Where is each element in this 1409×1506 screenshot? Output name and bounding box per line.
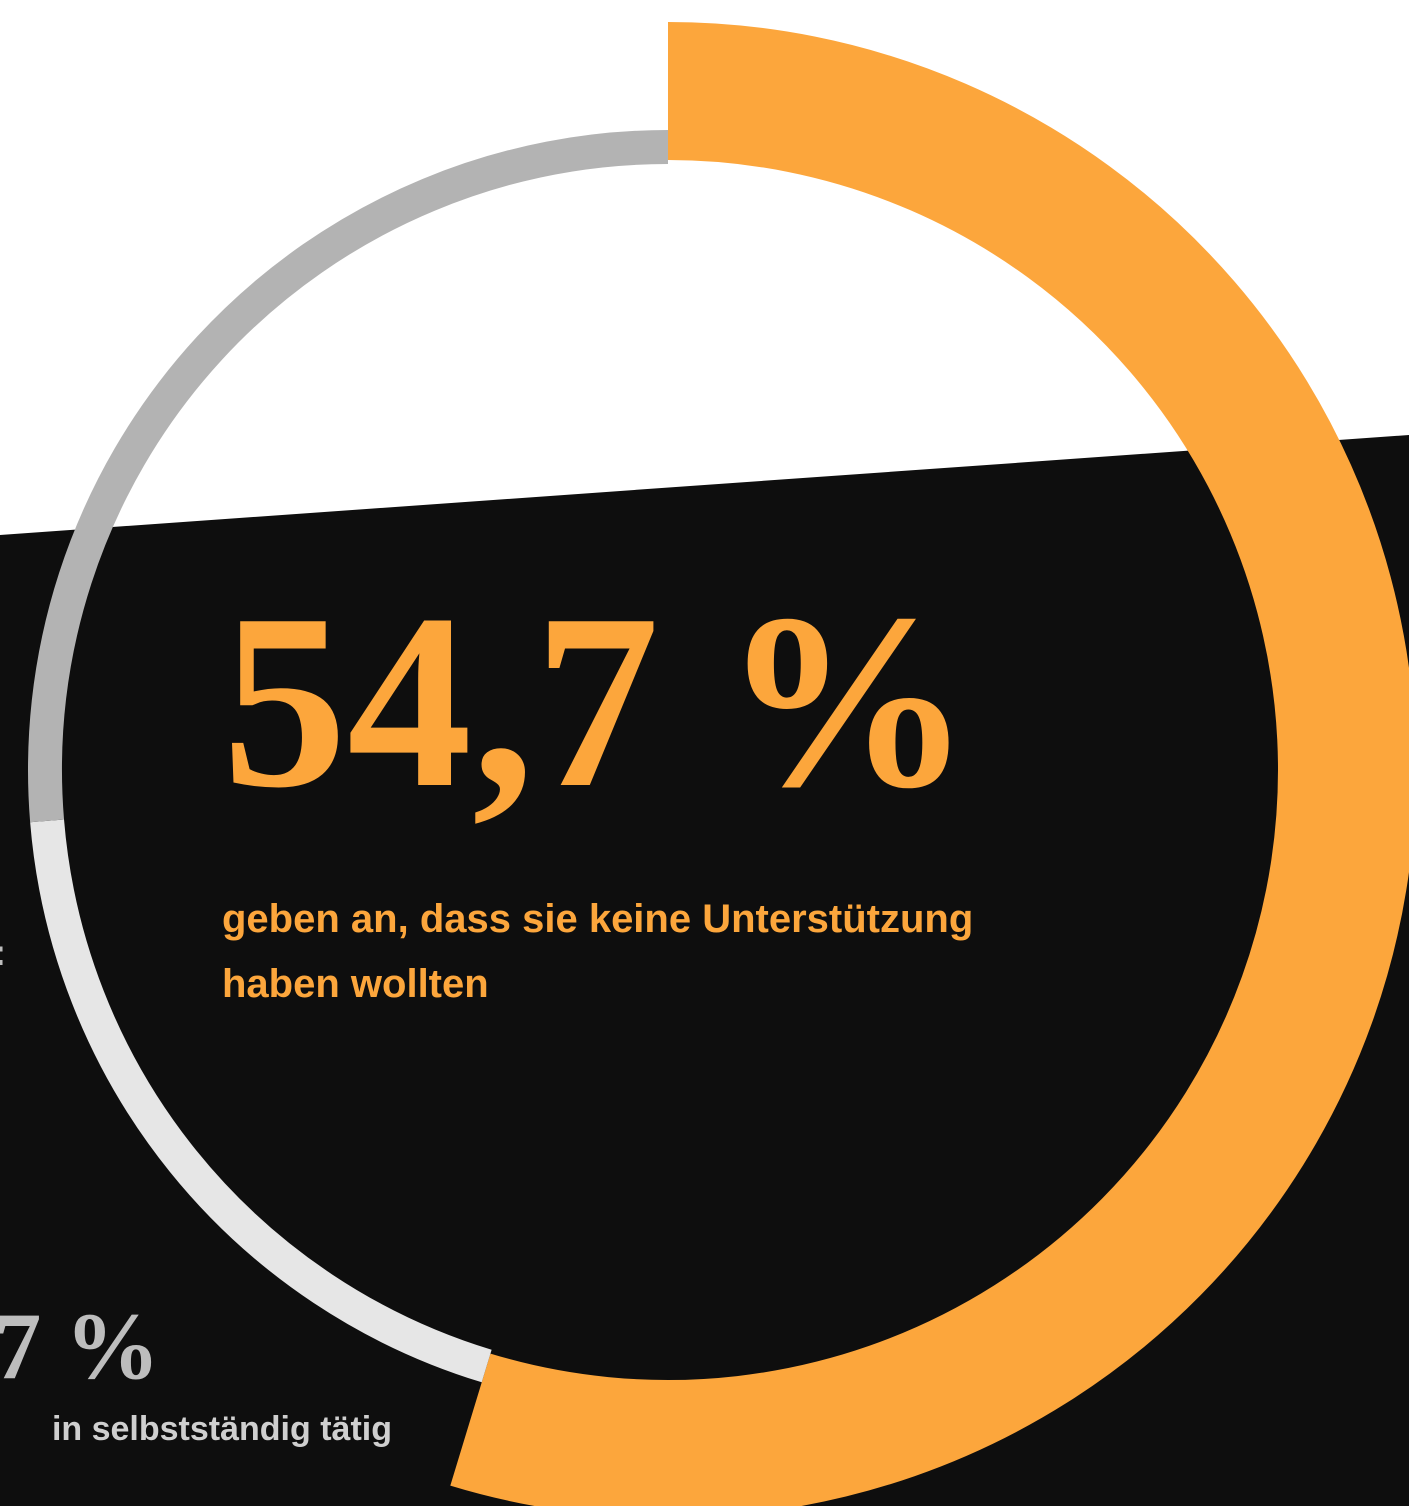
side-text: : [0, 932, 6, 973]
side-text: in selbstständig tätig [52, 1410, 392, 1448]
caption-line: haben wollten [222, 962, 489, 1006]
center-value: 54,7 % [222, 563, 972, 840]
donut-segment [28, 130, 669, 823]
background-band [0, 435, 1409, 1506]
side-value: 7 % [0, 1293, 160, 1399]
donut-segment [450, 22, 1409, 1506]
donut [28, 22, 1409, 1506]
caption-line: geben an, dass sie keine Unterstützung [222, 897, 973, 941]
donut-segment [30, 819, 492, 1383]
